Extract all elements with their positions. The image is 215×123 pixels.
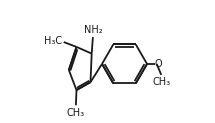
Text: H₃C: H₃C — [44, 36, 62, 46]
Text: CH₃: CH₃ — [67, 108, 85, 118]
Text: NH₂: NH₂ — [84, 25, 102, 35]
Text: CH₃: CH₃ — [152, 77, 170, 87]
Text: O: O — [155, 59, 162, 69]
